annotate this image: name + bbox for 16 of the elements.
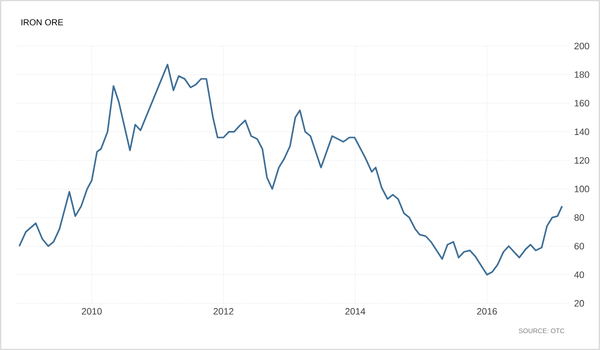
y-tick-label: 100 [574,186,590,192]
chart-title: IRON ORE [21,19,63,26]
x-tick-label: 2012 [214,308,234,315]
x-tick-label: 2010 [82,308,102,315]
x-tick-label: 2016 [477,308,497,315]
line-series [18,64,563,276]
y-tick-label: 140 [574,128,590,136]
y-tick-label: 120 [574,157,590,164]
y-tick-label: 180 [574,71,590,78]
y-tick-label: 200 [574,42,590,50]
y-tick-label: 60 [574,242,584,250]
y-tick-label: 80 [574,214,584,221]
y-tick-label: 20 [574,300,584,307]
y-tick-label: 40 [574,271,584,278]
y-tick-label: 160 [574,100,590,106]
x-tick-label: 2014 [345,308,366,315]
